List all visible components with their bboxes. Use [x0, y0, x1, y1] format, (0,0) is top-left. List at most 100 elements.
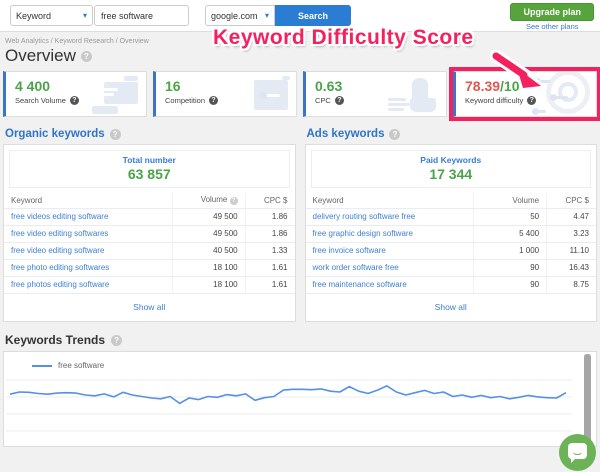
panel-title-text: Ads keywords [306, 128, 385, 140]
metric-label: Competition [165, 96, 206, 105]
help-icon[interactable] [111, 334, 123, 346]
help-icon[interactable] [527, 96, 537, 105]
metric-card-competition: 16 Competition [153, 71, 297, 117]
help-icon[interactable] [334, 96, 344, 105]
summary-value: 17 344 [429, 166, 473, 182]
help-icon[interactable] [229, 197, 238, 206]
search-engine-value: google.com [211, 10, 258, 21]
ads-summary: Paid Keywords 17 344 [310, 150, 591, 188]
summary-label: Total number [122, 155, 176, 165]
search-button[interactable]: Search [275, 5, 351, 26]
search-input[interactable] [94, 5, 189, 26]
volume-cell: 90 [473, 275, 547, 293]
column-header-keyword: Keyword [312, 195, 344, 205]
annotation-arrow-icon [489, 50, 547, 93]
keyword-link[interactable]: free photos editing software [11, 280, 110, 290]
main-content: Web Analytics / Keyword Research / Overv… [0, 26, 600, 447]
volume-cell: 40 500 [171, 241, 246, 259]
plan-area: Upgrade plan See other plans [510, 1, 594, 31]
cpc-cell: 1.86 [244, 224, 295, 242]
metric-value: 16 [165, 78, 181, 94]
trends-title: Keywords Trends [5, 333, 106, 347]
keywords-trends-section: Keywords Trends free software [3, 331, 597, 447]
see-other-plans-link[interactable]: See other plans [525, 21, 579, 31]
volume-cell: 1 000 [473, 241, 547, 259]
organic-keywords-panel: Total number 63 857 Keyword Volume CPC $ [3, 144, 296, 322]
hand-cursor-illustration [386, 76, 442, 114]
report-illustration [86, 76, 142, 114]
volume-cell: 5 400 [473, 224, 547, 242]
help-icon[interactable] [389, 128, 401, 140]
cpc-cell: 1.33 [244, 241, 295, 259]
table-row: free photos editing software 18 100 1.61 [4, 275, 295, 293]
search-bar: Keyword ▾ google.com ▾ Search [10, 5, 351, 26]
legend-label: free software [58, 361, 105, 370]
keyword-link[interactable]: work order software free [312, 263, 399, 272]
keyword-link[interactable]: delivery routing software free [312, 212, 416, 221]
upgrade-plan-button[interactable]: Upgrade plan [510, 2, 594, 21]
help-icon[interactable] [69, 96, 79, 105]
show-all-link[interactable]: Show all [4, 293, 295, 321]
metric-label: Keyword difficulty [465, 96, 524, 105]
chart-legend: free software [32, 361, 104, 370]
show-all-link[interactable]: Show all [305, 293, 596, 321]
keyword-link[interactable]: free maintenance software [312, 280, 407, 290]
volume-cell: 18 100 [171, 275, 246, 293]
table-row: free photo editing softwares 18 100 1.61 [4, 258, 295, 276]
table-row: free video editing software 40 500 1.33 [4, 241, 295, 259]
cpc-cell: 4.47 [546, 207, 596, 225]
keyword-link[interactable]: free video editing softwares [11, 229, 109, 238]
cpc-cell: 1.61 [244, 275, 295, 293]
column-header-keyword: Keyword [11, 195, 43, 205]
keyword-type-select[interactable]: Keyword ▾ [10, 5, 93, 26]
table-row: free graphic design software 5 400 3.23 [305, 224, 596, 242]
trends-chart-panel: free software [3, 351, 597, 447]
chat-widget-button[interactable] [559, 434, 596, 471]
metric-card-search-volume: 4 400 Search Volume [3, 71, 147, 117]
table-row: free maintenance software 90 8.75 [305, 275, 596, 293]
trend-line-chart [6, 379, 572, 432]
ads-keywords-table: Keyword Volume CPC $ delivery routing so… [305, 193, 596, 293]
chevron-down-icon: ▾ [82, 11, 87, 20]
organic-keywords-title: Organic keywords [3, 126, 296, 144]
metric-value: 0.63 [315, 78, 343, 94]
column-header-cpc: CPC $ [546, 193, 596, 208]
table-row: free video editing softwares 49 500 1.86 [4, 224, 295, 242]
table-row: free invoice software 1 000 11.10 [305, 241, 596, 259]
cpc-cell: 1.61 [244, 258, 295, 276]
keyword-link[interactable]: free graphic design software [312, 229, 414, 238]
annotation-text: Keyword Difficulty Score [213, 26, 474, 49]
help-icon[interactable] [80, 50, 92, 62]
keyword-panels: Organic keywords Total number 63 857 Key… [3, 126, 597, 322]
metric-label: CPC [315, 96, 331, 105]
keyword-link[interactable]: free video editing software [11, 246, 105, 255]
keyword-link[interactable]: free videos editing software [11, 212, 109, 221]
metric-label: Search Volume [15, 96, 66, 105]
help-icon[interactable] [109, 128, 121, 140]
metric-value: 4 400 [15, 78, 51, 94]
organic-summary: Total number 63 857 [9, 150, 290, 188]
search-engine-select[interactable]: google.com ▾ [205, 5, 275, 26]
cpc-cell: 1.86 [244, 207, 295, 225]
ads-keywords-panel: Paid Keywords 17 344 Keyword Volume CPC … [304, 144, 597, 322]
page-title: Overview [5, 46, 76, 65]
organic-keywords-section: Organic keywords Total number 63 857 Key… [3, 126, 296, 322]
cpc-cell: 16.43 [546, 258, 596, 276]
summary-value: 63 857 [127, 166, 171, 182]
metric-card-keyword-difficulty: 78.39/100 Keyword difficulty [453, 71, 597, 117]
scrollbar-track[interactable] [584, 354, 591, 444]
keyword-link[interactable]: free photo editing softwares [11, 263, 110, 272]
volume-cell: 50 [473, 207, 547, 225]
volume-cell: 90 [473, 258, 547, 276]
metric-cards-row: 4 400 Search Volume 16 Competition [3, 71, 597, 117]
scrollbar-thumb[interactable] [584, 354, 591, 444]
breadcrumb: Web Analytics / Keyword Research / Overv… [5, 38, 149, 45]
cpc-cell: 11.10 [546, 241, 596, 259]
gauge-illustration [532, 72, 592, 115]
chevron-down-icon: ▾ [264, 11, 269, 20]
summary-label: Paid Keywords [420, 155, 482, 165]
help-icon[interactable] [209, 96, 219, 105]
keyword-link[interactable]: free invoice software [312, 246, 386, 255]
organic-keywords-table: Keyword Volume CPC $ free videos editing… [4, 193, 295, 293]
